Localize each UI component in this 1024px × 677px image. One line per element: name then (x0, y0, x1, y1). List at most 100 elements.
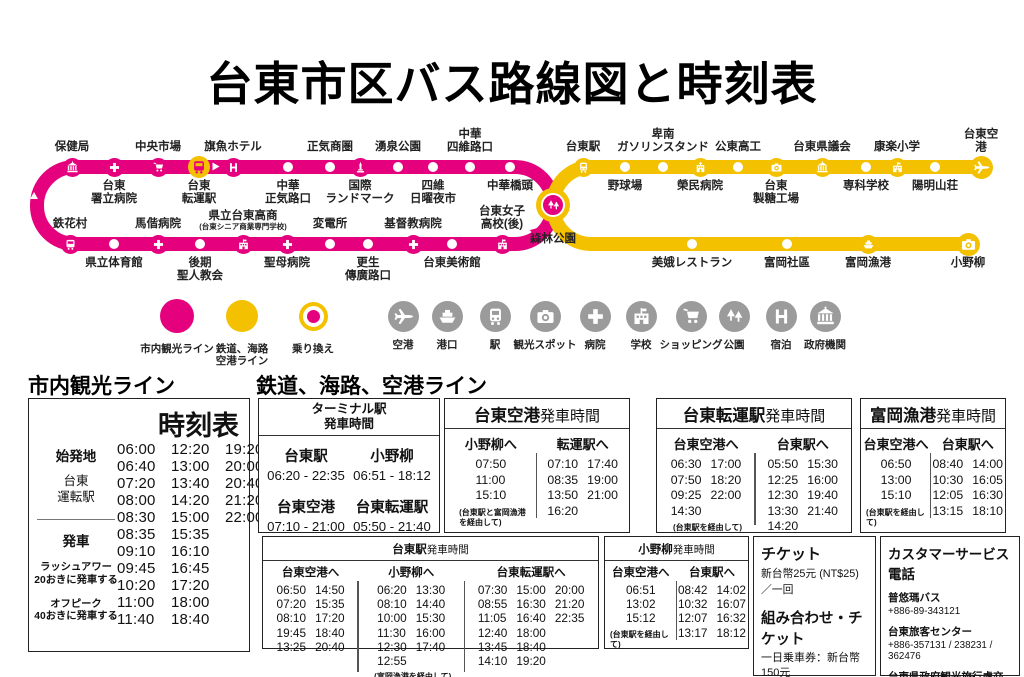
legend-label: 観光スポット (513, 339, 577, 351)
station-dot-marker (658, 162, 668, 172)
school-station-icon (887, 157, 907, 177)
departure-box-title: 台東空港発車時間 (445, 399, 629, 429)
legend-label: 病院 (584, 339, 606, 351)
station-label: 保健局 (54, 141, 90, 154)
cart-icon (675, 300, 707, 332)
origin-label: 始発地 (55, 449, 97, 464)
terminal-grid: 台東駅 06:20 - 22:35 小野柳 06:51 - 18:12 台東空港 07:1… (259, 436, 439, 543)
station-label: 中華橋頭 (487, 180, 533, 192)
train-icon (479, 300, 511, 332)
station-label: 専科学校 (843, 180, 889, 192)
divider (535, 453, 538, 518)
divider (463, 581, 466, 673)
terminal-entry: 台東駅 06:20 - 22:35 (267, 449, 345, 483)
station-label: 台東 署立病院 (91, 180, 137, 205)
transfer-junction (541, 193, 565, 217)
station-label: 中華 四維路口 (447, 128, 493, 154)
station-label: 四維 日曜夜市 (410, 180, 456, 205)
terminal-box-title: ターミナル駅 発車時間 (259, 399, 439, 436)
cart-station-icon (148, 157, 168, 177)
plane-icon (387, 300, 419, 332)
hotel-station-icon (223, 157, 243, 177)
station-dot-marker (687, 239, 697, 249)
destination-group: 台東転運駅へ 07:30 08:55 11:05 12:40 13:45 14:10 15:0… (477, 567, 585, 669)
school-icon (625, 300, 657, 332)
departure-time-column: 19:20 20:00 20:40 21:20 22:00 (225, 441, 264, 526)
station-dot-marker (195, 239, 205, 249)
origin-station: 台東 運転駅 (57, 474, 95, 504)
school-station-icon (492, 234, 512, 254)
ticket-line: 一日乗車券：新台幣150元 (761, 652, 860, 677)
departure-box-title: 小野柳発車時間 (605, 537, 748, 561)
train-station-icon (573, 157, 593, 177)
direction-arrow-icon (29, 192, 38, 199)
support-entries: 普悠瑪バス +886-89-343121 台東旅客センター +886-357131 /… (888, 590, 1012, 677)
station-label: 後期 聖人教会 (177, 257, 223, 282)
station-dot-marker (325, 162, 335, 172)
city-timetable-box: 時刻表 始発地 台東 運転駅 発車 ラッシュアワー 20おきに発車する オフピー… (28, 398, 263, 652)
station-label: 陽明山荘 (912, 180, 958, 192)
destination-group: 台東空港へ 06:50 13:00 15:10 (台東駅を経由して) (863, 437, 929, 527)
station-dot-marker (620, 162, 630, 172)
customer-service-box: カスタマーサービス電話 普悠瑪バス +886-89-343121 台東旅客センター +… (880, 536, 1020, 677)
legend-pink-line-icon (160, 299, 194, 333)
ticket-price: 新台幣25元 (NT$25) ／一回 (761, 568, 859, 596)
legend-label: 乗り換え (292, 343, 334, 355)
legend-label: 学校 (630, 339, 652, 351)
divider (675, 581, 677, 640)
legend-transfer-line-icon (303, 306, 324, 327)
legend-label: ショッピング (659, 339, 723, 351)
station-label: 湧泉公園 (375, 141, 421, 154)
destination-group: 台東駅へ 08:42 10:32 12:07 13:17 14:02 16:07 16:32 1… (677, 567, 746, 640)
bus-station-icon (60, 234, 80, 254)
station-label: 正気商圏 (307, 141, 353, 154)
line-trim (976, 230, 998, 260)
legend-yellow-line-icon (226, 300, 258, 332)
station-label: 野球場 (607, 180, 643, 192)
destination-group: 台東駅へ 05:50 12:25 12:30 13:30 14:20 15:30 16:00 1… (767, 437, 839, 533)
xiaoyeliu-departure-box: 小野柳発車時間 台東空港へ 06:51 13:02 15:12 (台東駅を経由して) 台東駅… (604, 536, 749, 649)
departure-box-title: 富岡漁港発車時間 (861, 399, 1005, 429)
station-label: 変電所 (312, 218, 348, 231)
hospital-station-icon (148, 234, 168, 254)
legend-label: 公園 (723, 339, 745, 351)
route-map: 保健局 台東 署立病院 中央市場 台東 転運駅 旗魚ホテル 中華 正気路口 正気商圏 国際 ラ… (0, 118, 1024, 298)
page-title: 台東市区バス路線図と時刻表 (206, 58, 818, 110)
station-label: 卑南 ガソリンスタンド (617, 128, 709, 154)
clinic-station-icon (690, 157, 710, 177)
station-label: 台東県議会 (793, 141, 851, 154)
destination-group: 転運駅へ 07:10 08:35 13:50 16:20 17:40 19:00 21:00 (547, 437, 618, 518)
station-dot-marker (505, 162, 515, 172)
station-dot-marker (363, 239, 373, 249)
station-label: 鉄花村 (52, 218, 88, 231)
station-dot-marker (109, 239, 119, 249)
park-icon (718, 300, 750, 332)
hospital-station-icon (277, 234, 297, 254)
legend-label: 空港 (392, 339, 414, 351)
support-entry-phone: +886-357131 / 238231 / 362476 (888, 640, 993, 662)
taitung-station-departure-box: 台東駅発車時間 台東空港へ 06:50 07:20 08:10 19:45 13:25 14:… (262, 536, 599, 677)
legend-label: 鉄道、海路 空港ライン (215, 343, 269, 368)
terminal-departure-box: ターミナル駅 発車時間 台東駅 06:20 - 22:35 小野柳 06:51 - 1… (258, 398, 440, 534)
departure-time-column: 12:20 13:00 13:40 14:20 15:00 15:35 16:10 16:45… (171, 441, 210, 628)
ticket-lines: 一日乗車券：新台幣150元二日乗車券：新台幣200元 (761, 651, 868, 677)
camera-station-icon (766, 157, 786, 177)
station-label: 台東美術館 (423, 257, 481, 269)
station-label: 台東女子 高校(後) (479, 205, 525, 231)
departure-time-column: 06:00 06:40 07:20 08:00 08:30 08:35 09:10 09:45… (117, 441, 156, 628)
hospital-icon (579, 300, 611, 332)
station-label: 小野柳 (950, 257, 986, 269)
station-label: 富岡社區 (764, 257, 810, 269)
terminal-entry: 小野柳 06:51 - 18:12 (353, 449, 431, 483)
airport-departure-box: 台東空港発車時間 小野柳へ 07:50 11:00 15:10 (台東駅と富岡漁港 を経由… (444, 398, 630, 533)
gov-station-icon (812, 157, 832, 177)
departure-box-title: 台東転運駅発車時間 (657, 399, 851, 429)
terminal-entry: 台東転運駅 05:50 - 21:40 (353, 500, 431, 534)
destination-group: 台東空港へ 06:30 07:50 09:25 14:30 17:00 18:20 22:00… (670, 437, 743, 532)
station-label: 台東 製糖工場 (753, 180, 799, 205)
station-label: 中華 正気路口 (265, 180, 311, 205)
divider (930, 453, 932, 518)
hospital-station-icon (104, 157, 124, 177)
fugang-harbor-departure-box: 富岡漁港発車時間 台東空港へ 06:50 13:00 15:10 (台東駅を経由して) 台東… (860, 398, 1006, 533)
